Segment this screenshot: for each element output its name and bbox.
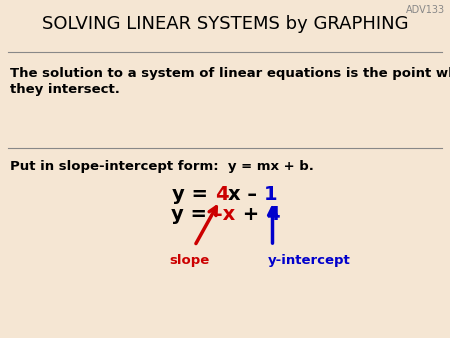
Text: x –: x – [229,186,264,204]
Text: 4: 4 [266,206,279,224]
Text: Put in slope-intercept form:  y = mx + b.: Put in slope-intercept form: y = mx + b. [10,160,314,173]
Text: y =: y = [171,206,213,224]
Text: 4: 4 [215,186,229,204]
Text: The solution to a system of linear equations is the point where: The solution to a system of linear equat… [10,67,450,80]
Text: they intersect.: they intersect. [10,83,120,96]
Text: SOLVING LINEAR SYSTEMS by GRAPHING: SOLVING LINEAR SYSTEMS by GRAPHING [42,15,408,33]
Text: slope: slope [170,254,210,267]
Text: y =: y = [172,186,215,204]
Text: 1: 1 [264,186,278,204]
Text: y-intercept: y-intercept [267,254,350,267]
Text: ADV133: ADV133 [406,5,445,15]
Text: +: + [236,206,266,224]
Text: –x: –x [213,206,236,224]
